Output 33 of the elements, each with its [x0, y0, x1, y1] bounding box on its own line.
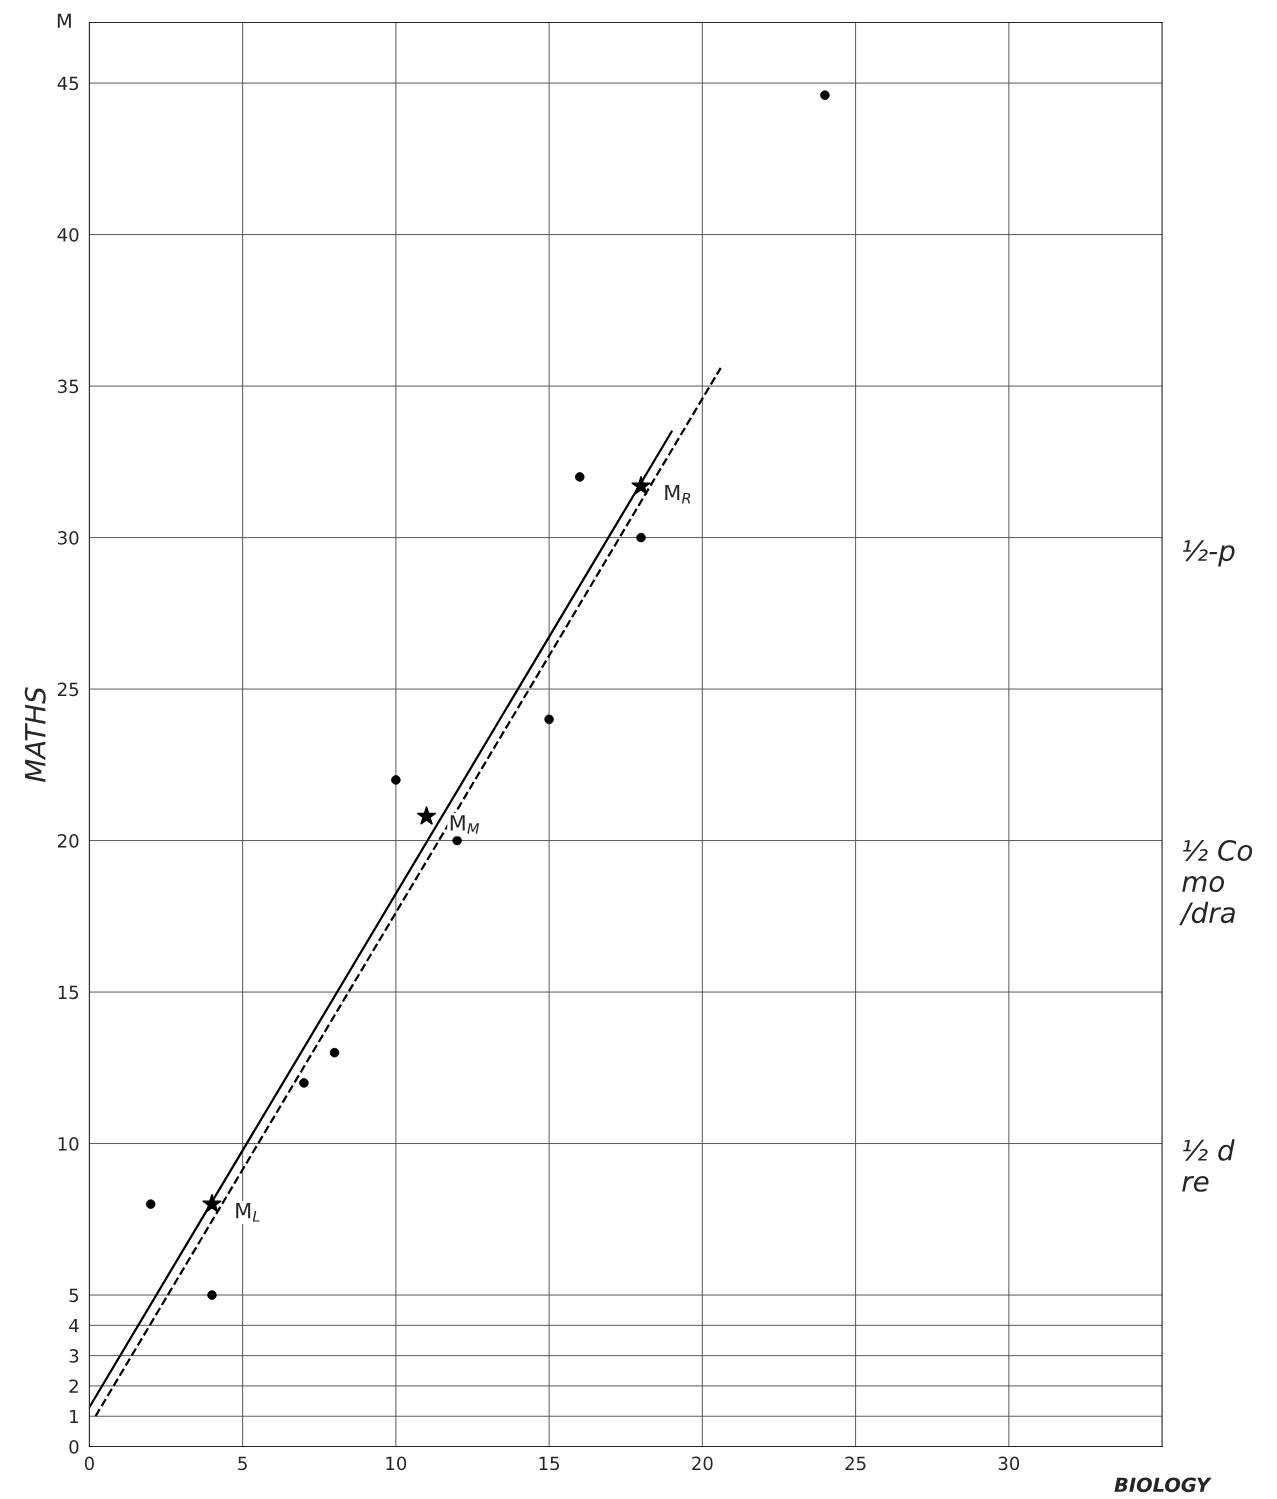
y-axis-title: MATHS — [24, 687, 46, 782]
text: ½ Co mo /dra — [1179, 839, 1253, 926]
x-axis-title: BIOLOGY — [1114, 1477, 1212, 1493]
y-tick-label: 40 — [57, 228, 79, 242]
x-tick-label: 20 — [692, 1456, 713, 1471]
y-tick-label: 15 — [58, 985, 79, 1000]
y-tick-label: 2 — [69, 1379, 78, 1393]
annotation: M$_{R}$ — [665, 484, 691, 504]
chart-title: M — [57, 13, 71, 28]
y-tick-label: 5 — [69, 1288, 79, 1303]
y-tick-label: 35 — [58, 379, 79, 394]
annotation: M$_{L}$ — [236, 1203, 260, 1222]
point — [202, 1194, 222, 1213]
y-tick-label: 1 — [70, 1409, 78, 1424]
x-tick-label: 5 — [238, 1456, 247, 1471]
y-tick-label: 30 — [58, 531, 79, 545]
point — [416, 806, 437, 825]
y-tick-label: 20 — [58, 834, 79, 848]
y-tick-label: 45 — [57, 76, 79, 91]
text: ½ d re — [1182, 1139, 1235, 1192]
x-tick-label: 25 — [845, 1456, 866, 1471]
point — [631, 475, 651, 495]
annotation: M$_{M}$ — [450, 815, 480, 834]
x-tick-label: 15 — [539, 1456, 560, 1471]
y-tick-label: 10 — [58, 1137, 79, 1151]
text: ½-p — [1183, 540, 1235, 567]
x-tick-label: 10 — [386, 1456, 407, 1471]
x-tick-label: 0 — [84, 1456, 94, 1471]
y-tick-label: 3 — [69, 1349, 79, 1363]
y-tick-label: 25 — [58, 682, 79, 697]
y-tick-label: 4 — [69, 1319, 79, 1333]
x-tick-label: 30 — [998, 1456, 1020, 1471]
y-tick-label: 0 — [69, 1439, 79, 1454]
